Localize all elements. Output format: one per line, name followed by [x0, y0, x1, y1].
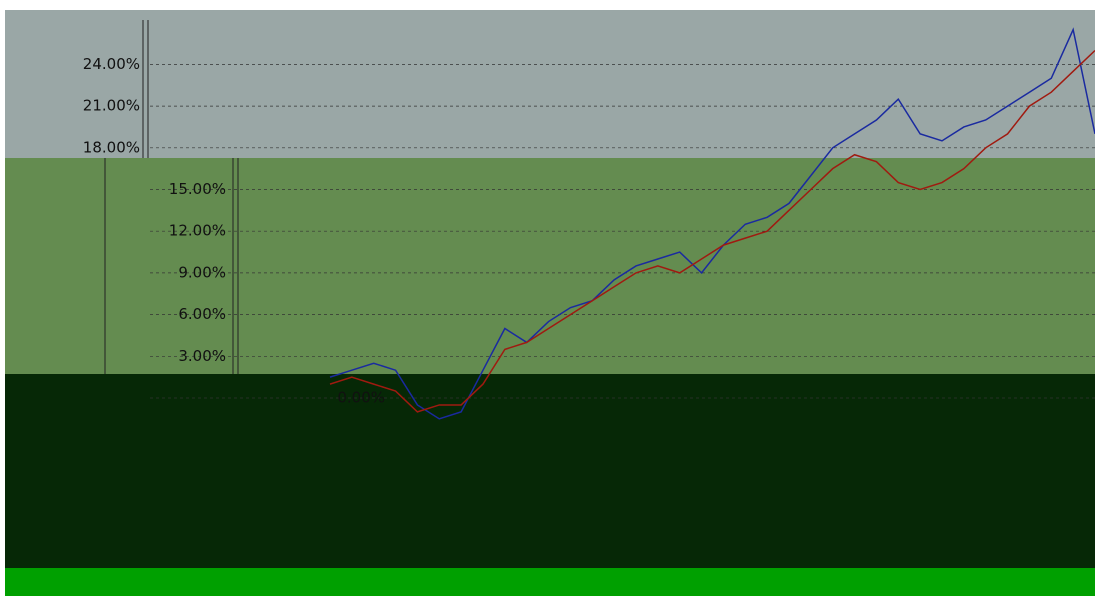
y-tick-label: 24.00% — [83, 55, 140, 73]
panel-top — [5, 10, 1095, 158]
y-tick-label: 9.00% — [178, 263, 226, 281]
y-tick-label: 15.00% — [169, 180, 226, 198]
y-tick-label: 6.00% — [178, 305, 226, 323]
panel-bottom — [5, 374, 1095, 568]
status-bar — [5, 568, 1095, 596]
y-tick-label: 21.00% — [83, 97, 140, 115]
y-tick-label: 3.00% — [178, 347, 226, 365]
y-tick-label: 0.00% — [337, 389, 385, 407]
y-tick-label: 12.00% — [169, 222, 226, 240]
chart: 0.00% 3.00% 6.00% 9.00% 12.00% 15.00% 18.00% 21… — [0, 0, 1095, 596]
y-tick-label: 18.00% — [83, 138, 140, 156]
